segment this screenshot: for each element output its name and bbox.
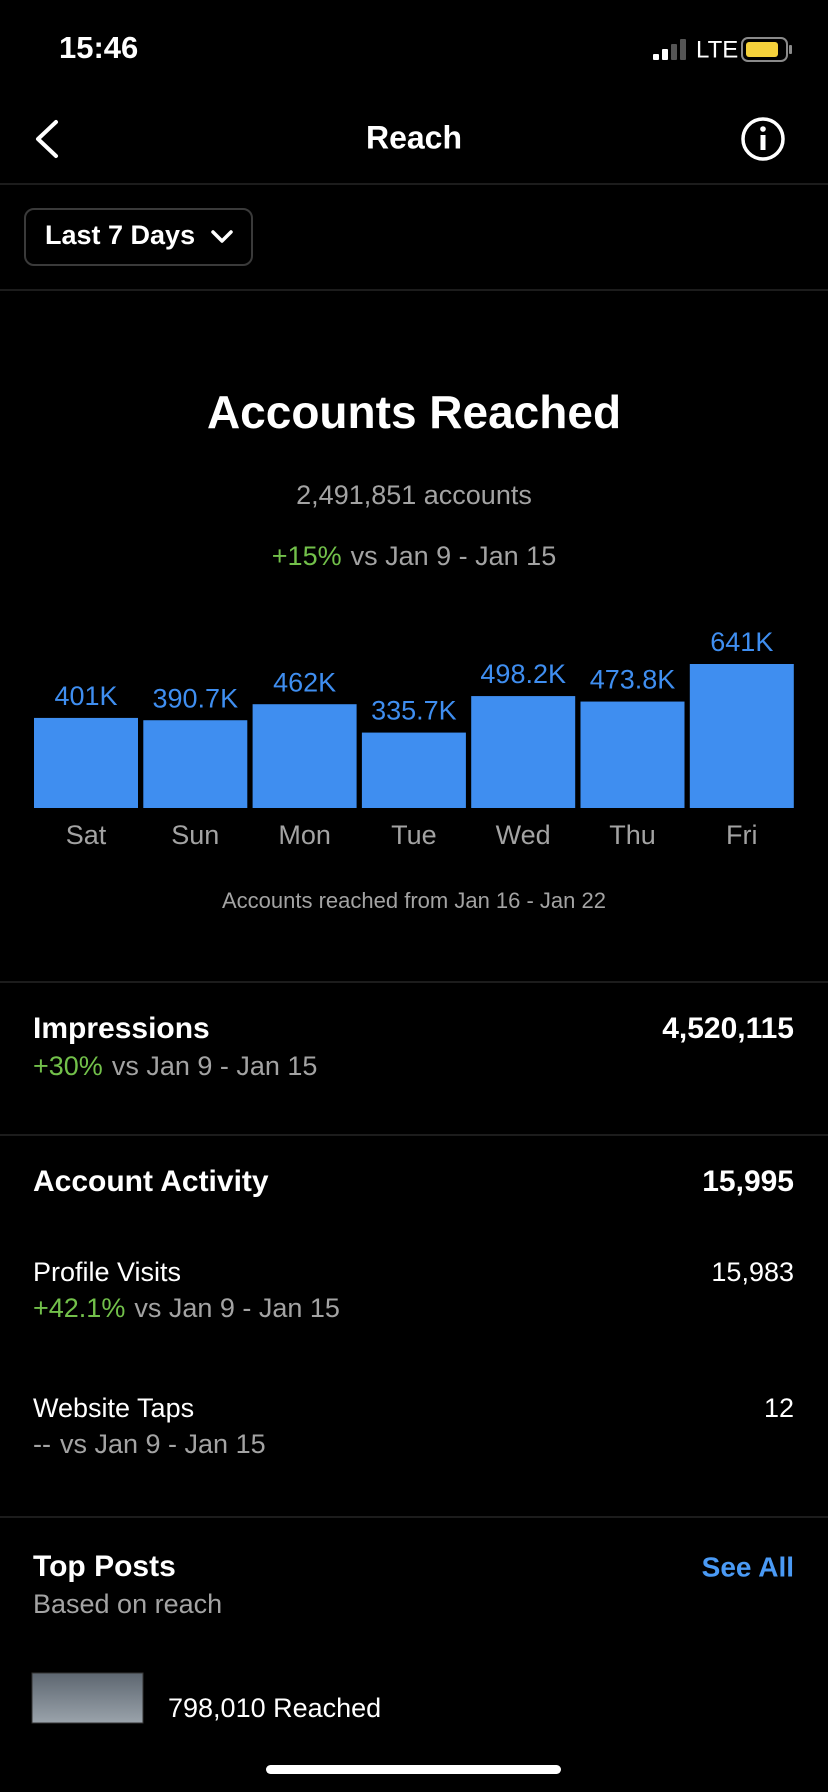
value-label: 401K	[54, 681, 117, 711]
change-value: +15%	[272, 541, 342, 571]
network-label: LTE	[696, 36, 738, 63]
category-label: Tue	[391, 820, 437, 850]
bar	[34, 717, 138, 808]
value-label: 462K	[273, 667, 336, 697]
post-reach: 798,010 Reached	[168, 1693, 381, 1723]
top-posts-subtitle: Based on reach	[33, 1589, 222, 1619]
row-change: +42.1%	[33, 1293, 125, 1323]
row-comparison: vs Jan 9 - Jan 15	[134, 1293, 340, 1323]
bar	[252, 704, 357, 808]
chart-caption: Accounts reached from Jan 16 - Jan 22	[222, 888, 606, 913]
value-label: 641K	[710, 627, 773, 657]
activity-label: Account Activity	[33, 1165, 269, 1198]
chart-title: Accounts Reached	[207, 386, 621, 438]
impressions-value: 4,520,115	[662, 1012, 794, 1045]
bar	[143, 720, 248, 808]
back-button[interactable]	[36, 120, 58, 158]
header-title: Reach	[366, 119, 462, 155]
value-label: 335.7K	[371, 696, 457, 726]
date-filter-label: Last 7 Days	[45, 220, 195, 250]
bar	[580, 701, 685, 808]
value-label: 473.8K	[590, 665, 676, 695]
row-value: 12	[764, 1393, 794, 1423]
status-time: 15:46	[59, 30, 138, 65]
row-label: Profile Visits	[33, 1257, 181, 1287]
bar-chart: 401K Sat 390.7K Sun 462K Mon 335.7K Tue 498.2K We…	[34, 627, 794, 850]
category-label: Mon	[278, 820, 331, 850]
bar	[361, 732, 466, 808]
impressions-change-line: +30% vs Jan 9 - Jan 15	[33, 1051, 317, 1081]
value-label: 390.7K	[153, 683, 239, 713]
row-label: Website Taps	[33, 1393, 194, 1423]
see-all-link[interactable]: See All	[702, 1551, 794, 1582]
impressions-change: +30%	[33, 1051, 103, 1081]
change-line: +15% vs Jan 9 - Jan 15	[272, 541, 556, 571]
battery-icon	[741, 37, 792, 62]
category-label: Fri	[726, 820, 757, 850]
signal-icon	[653, 39, 686, 60]
category-label: Sat	[66, 820, 107, 850]
top-posts-title: Top Posts	[33, 1550, 176, 1583]
post-thumbnail[interactable]	[31, 1672, 144, 1724]
change-comparison: vs Jan 9 - Jan 15	[351, 541, 557, 571]
impressions-label: Impressions	[33, 1012, 210, 1045]
row-comparison: vs Jan 9 - Jan 15	[60, 1429, 266, 1459]
row-change-line: +42.1% vs Jan 9 - Jan 15	[33, 1293, 340, 1323]
bottom-bar	[0, 1724, 828, 1792]
date-filter-button[interactable]: Last 7 Days	[24, 208, 253, 266]
category-label: Sun	[171, 820, 219, 850]
bar	[471, 696, 576, 808]
row-value: 15,983	[711, 1257, 794, 1287]
category-label: Wed	[496, 820, 551, 850]
activity-value: 15,995	[702, 1165, 794, 1198]
chart-subtitle: 2,491,851 accounts	[296, 480, 532, 510]
bar	[689, 664, 794, 808]
value-label: 498.2K	[480, 659, 566, 689]
row-change-line: -- vs Jan 9 - Jan 15	[33, 1429, 266, 1459]
home-indicator	[266, 1765, 561, 1774]
row-change: --	[33, 1429, 51, 1459]
category-label: Thu	[609, 820, 656, 850]
info-button[interactable]	[741, 117, 785, 161]
impressions-comparison: vs Jan 9 - Jan 15	[112, 1051, 318, 1081]
